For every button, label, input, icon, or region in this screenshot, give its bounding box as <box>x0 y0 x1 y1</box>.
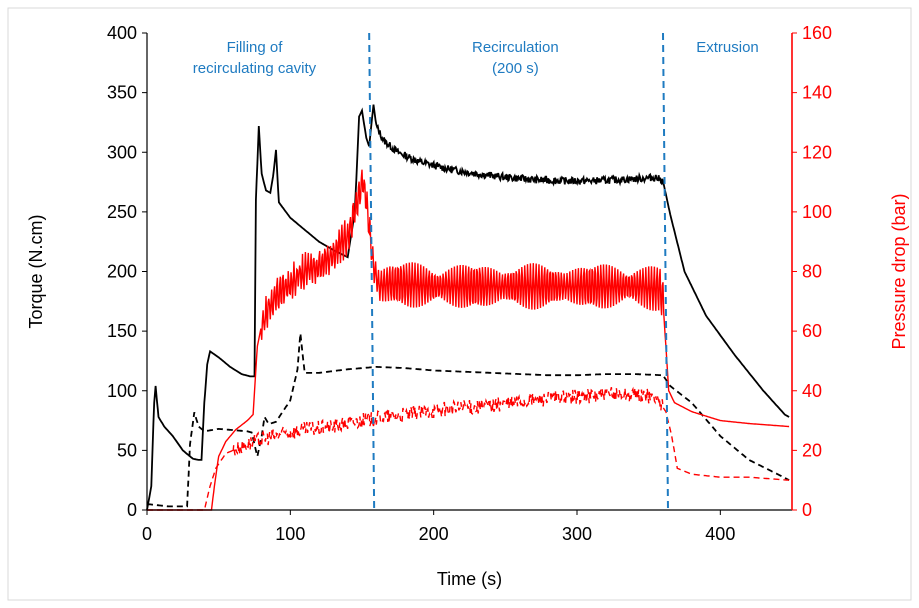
x-tick-label: 200 <box>419 524 449 544</box>
y2-tick-label: 60 <box>802 321 822 341</box>
y2-tick-label: 100 <box>802 202 832 222</box>
y-tick-label: 200 <box>107 262 137 282</box>
annot-layer: Filling of recirculating cavity Recirculat… <box>193 39 759 77</box>
y-tick-label: 350 <box>107 83 137 103</box>
vline-layer <box>368 32 669 511</box>
y2-tick-label: 140 <box>802 83 832 103</box>
x-tick-label: 100 <box>275 524 305 544</box>
series-pressure-dashed <box>147 386 790 511</box>
x-axis-title: Time (s) <box>437 569 502 589</box>
y2-tick-label: 120 <box>802 142 832 162</box>
x-tick-label: 300 <box>562 524 592 544</box>
phase-annotation-2: Recirculation (200 s) <box>472 39 559 77</box>
x-tick-label: 0 <box>142 524 152 544</box>
series-torque-dashed <box>146 333 790 508</box>
series-layer <box>146 104 790 511</box>
y-tick-label: 100 <box>107 381 137 401</box>
y2-axis-title: Pressure drop (bar) <box>889 193 909 349</box>
y2-tick-label: 160 <box>802 23 832 43</box>
y-axis-title: Torque (N.cm) <box>26 214 46 328</box>
plot-frame <box>7 7 912 601</box>
series-pressure-solid <box>147 169 790 511</box>
y-tick-label: 150 <box>107 321 137 341</box>
y-tick-label: 300 <box>107 142 137 162</box>
series-torque-solid <box>146 104 790 511</box>
y2-tick-label: 20 <box>802 440 822 460</box>
y2-tick-label: 80 <box>802 262 822 282</box>
y2-tick-label: 0 <box>802 500 812 520</box>
ticks-layer: 0 50 100 150 200 250 300 350 400 0 20 40 60 80 100 120 1… <box>107 23 832 544</box>
y-tick-label: 50 <box>117 440 137 460</box>
phase-divider-1 <box>368 32 376 511</box>
x-tick-label: 400 <box>705 524 735 544</box>
y2-tick-label: 40 <box>802 381 822 401</box>
phase-divider-2 <box>662 32 669 511</box>
y-tick-label: 0 <box>127 500 137 520</box>
y-tick-label: 250 <box>107 202 137 222</box>
phase-annotation-1: Filling of recirculating cavity <box>193 39 317 77</box>
y-tick-label: 400 <box>107 23 137 43</box>
phase-annotation-3: Extrusion <box>696 39 759 56</box>
